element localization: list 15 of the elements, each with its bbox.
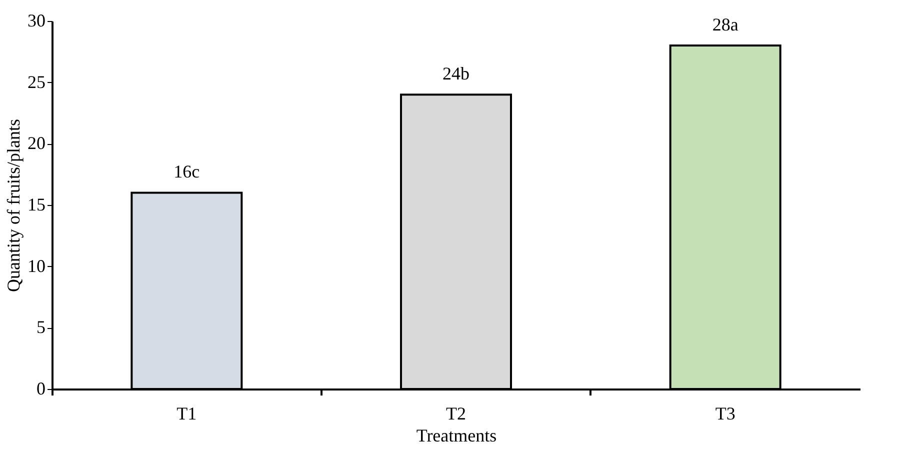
x-tick-label: T2 — [446, 404, 466, 424]
y-tick-label: 25 — [28, 72, 46, 92]
data-label: 16c — [174, 162, 200, 182]
y-tick-label: 20 — [28, 133, 46, 154]
y-tick-label: 10 — [28, 256, 46, 276]
y-tick-label: 5 — [36, 317, 46, 338]
y-tick-label: 0 — [36, 378, 46, 398]
data-label: 28a — [712, 14, 738, 35]
y-tick-label: 15 — [28, 194, 46, 214]
data-label: 24b — [442, 64, 470, 84]
y-axis-title: Quantity of fruits/plants — [4, 119, 24, 292]
x-axis-title: Treatments — [416, 426, 497, 446]
x-tick-label: T3 — [715, 404, 736, 424]
x-tick-label: T1 — [176, 404, 197, 424]
y-tick-label: 30 — [28, 10, 46, 30]
